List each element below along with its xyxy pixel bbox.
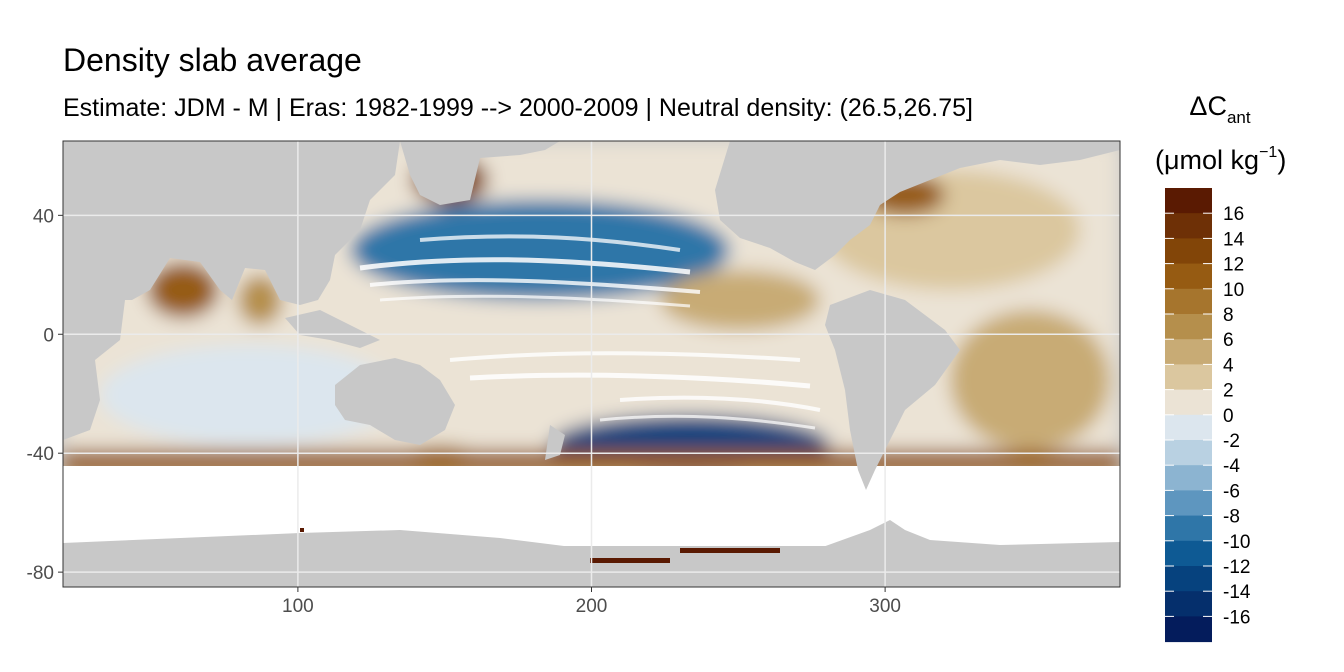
grid-lines: [63, 141, 1120, 587]
colorbar-bin: [1165, 616, 1212, 643]
landmass-south-america: [825, 290, 960, 490]
colorbar-bin: [1165, 389, 1212, 416]
colorbar-bin: [1165, 238, 1212, 265]
colorbar-bin: [1165, 465, 1212, 491]
colorbar-label: -10: [1223, 532, 1250, 553]
legend-title-subscript: ant: [1226, 108, 1251, 127]
streak: [619, 395, 821, 412]
colorbar-label: -12: [1223, 557, 1250, 578]
landmass-asia-north: [400, 141, 560, 205]
y-tick-label: 40: [33, 206, 54, 227]
gyre-streaks: [359, 234, 821, 430]
legend-unit: (μmol kg−1): [1155, 133, 1287, 180]
colorbar-bin: [1165, 515, 1212, 542]
colorbar-label: -2: [1223, 431, 1240, 452]
y-tick-label: -40: [27, 444, 54, 465]
legend-unit-close: ): [1277, 145, 1287, 175]
chart-subtitle: Estimate: JDM - M | Eras: 1982-1999 --> …: [63, 94, 973, 122]
colorbar-bin: [1165, 213, 1212, 239]
colorbar-label: -6: [1223, 481, 1240, 502]
x-tick-label: 200: [576, 596, 608, 617]
colorbar-label: 4: [1223, 355, 1234, 376]
colorbar-bin: [1165, 540, 1212, 567]
region-eastern-tropical-pacific: [660, 270, 820, 330]
x-tick-label: 300: [869, 596, 901, 617]
colorbar-label: 16: [1223, 204, 1244, 225]
legend-title-symbol: ΔC: [1189, 91, 1227, 121]
streak: [419, 234, 681, 252]
y-tick-label: 0: [43, 325, 54, 346]
colorbar-bin: [1165, 263, 1212, 290]
region-indian-ocean: [100, 345, 400, 445]
x-tick-label: 100: [282, 596, 314, 617]
colorbar-bin: [1165, 364, 1212, 391]
colorbar-label: -8: [1223, 507, 1240, 528]
landmass-greenland: [1000, 141, 1100, 160]
colorbar-label: -14: [1223, 582, 1251, 603]
chart-title: Density slab average: [63, 42, 362, 78]
streak: [379, 294, 691, 308]
landmass-maritime-continent: [285, 310, 380, 348]
colorbar-bin: [1165, 188, 1212, 214]
colorbar-bin: [1165, 566, 1212, 592]
colorbar: 16 14 12 10 8 6 4 2 0 -2 -4 -6 -8 -10 -12 -14 -16: [1165, 188, 1251, 643]
region-arabian-sea: [147, 262, 219, 318]
streak: [369, 278, 701, 294]
colorbar-bin: [1165, 414, 1212, 441]
landmass-australia: [335, 358, 455, 445]
y-axis: 40 0 -40 -80: [27, 206, 63, 584]
legend-unit-exponent: −1: [1259, 144, 1278, 161]
colorbar-label: -4: [1223, 456, 1240, 477]
landmass-new-zealand: [545, 425, 565, 460]
colorbar-label: 14: [1223, 229, 1245, 250]
colorbar-label: -16: [1223, 607, 1250, 628]
colorbar-bin: [1165, 314, 1212, 340]
colorbar-label: 6: [1223, 330, 1234, 351]
map-panel: [63, 141, 1120, 587]
streak: [359, 257, 691, 275]
antarctic-shelf-cell: [590, 558, 670, 563]
colorbar-bin: [1165, 490, 1212, 517]
colorbar-bin: [1165, 440, 1212, 466]
y-tick-label: -80: [27, 563, 54, 584]
legend-unit-text: (μmol kg: [1155, 145, 1260, 175]
x-axis: 100 200 300: [282, 587, 901, 617]
legend-title: ΔCant: [1160, 86, 1280, 138]
streak: [449, 351, 801, 362]
colorbar-label: 0: [1223, 406, 1234, 427]
antarctic-shelf-cell: [300, 528, 304, 532]
region-south-atlantic: [950, 310, 1110, 450]
streak: [599, 414, 816, 430]
colorbar-label: 8: [1223, 305, 1234, 326]
landmass-north-america: [715, 141, 1120, 270]
colorbar-bin: [1165, 591, 1212, 617]
region-bay-of-bengal: [238, 275, 282, 325]
colorbar-label: 2: [1223, 381, 1234, 402]
region-north-pacific-gyre: [350, 200, 730, 300]
landmass-africa-eurasia: [63, 141, 400, 305]
colorbar-bin: [1165, 339, 1212, 365]
colorbar-bin: [1165, 288, 1212, 315]
streak: [469, 372, 811, 389]
colorbar-label: 10: [1223, 280, 1244, 301]
antarctic-shelf-cell: [680, 548, 780, 553]
colorbar-label: 12: [1223, 255, 1244, 276]
